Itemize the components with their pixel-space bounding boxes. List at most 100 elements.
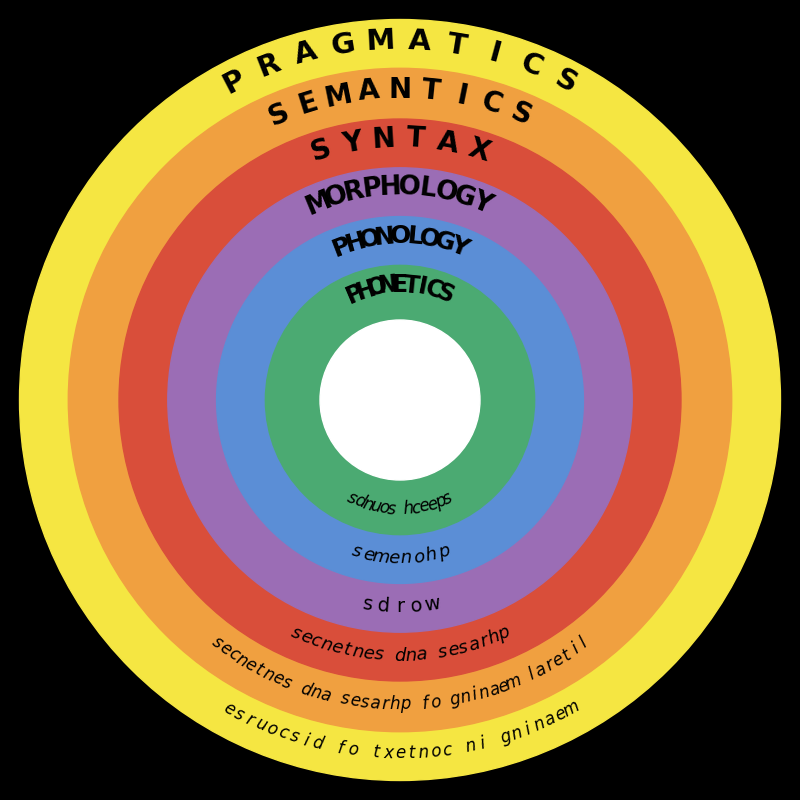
Text: G: G: [431, 228, 458, 257]
Text: n: n: [308, 682, 323, 702]
Text: e: e: [425, 494, 440, 514]
Text: a: a: [486, 679, 502, 699]
Text: n: n: [318, 634, 334, 655]
Text: e: e: [242, 655, 259, 675]
Text: T: T: [420, 77, 442, 106]
Text: r: r: [478, 632, 490, 651]
Text: n: n: [260, 664, 277, 685]
Text: M: M: [366, 26, 396, 56]
Text: n: n: [509, 723, 525, 743]
Text: m: m: [371, 547, 391, 567]
Circle shape: [217, 217, 583, 583]
Text: s: s: [344, 488, 360, 508]
Text: p: p: [436, 542, 451, 562]
Text: O: O: [358, 225, 382, 253]
Circle shape: [266, 266, 534, 534]
Text: e: e: [349, 691, 362, 710]
Text: E: E: [295, 87, 321, 120]
Text: P: P: [218, 64, 250, 99]
Text: r: r: [542, 656, 557, 674]
Circle shape: [119, 119, 681, 681]
Circle shape: [168, 168, 632, 632]
Text: m: m: [502, 671, 524, 694]
Text: s: s: [373, 646, 384, 664]
Text: a: a: [415, 646, 428, 664]
Text: t: t: [408, 744, 415, 762]
Text: C: C: [516, 49, 546, 82]
Text: O: O: [398, 174, 421, 201]
Text: c: c: [410, 498, 422, 518]
Text: f: f: [422, 694, 429, 713]
Text: d: d: [351, 491, 368, 512]
Text: h: h: [424, 545, 438, 565]
Text: A: A: [291, 37, 320, 70]
Text: h: h: [390, 695, 400, 714]
Text: s: s: [437, 642, 449, 662]
Text: e: e: [395, 744, 405, 762]
Text: S: S: [433, 280, 458, 309]
Text: m: m: [560, 697, 582, 721]
Text: o: o: [429, 693, 442, 712]
Text: t: t: [372, 743, 380, 762]
Text: O: O: [390, 224, 410, 248]
Text: O: O: [418, 225, 442, 253]
Text: d: d: [377, 596, 390, 616]
Text: n: n: [233, 650, 251, 670]
Text: o: o: [377, 498, 390, 518]
Text: e: e: [549, 650, 567, 670]
Circle shape: [320, 320, 480, 480]
Text: n: n: [530, 714, 547, 735]
Text: S: S: [264, 98, 294, 131]
Text: l: l: [526, 666, 538, 683]
Text: H: H: [379, 174, 402, 201]
Text: H: H: [353, 276, 379, 305]
Text: r: r: [243, 710, 257, 730]
Text: I: I: [416, 274, 430, 300]
Text: t: t: [252, 661, 266, 679]
Text: i: i: [470, 686, 479, 704]
Text: p: p: [432, 491, 449, 512]
Text: n: n: [350, 642, 365, 662]
Text: s: s: [457, 638, 470, 658]
Text: e: e: [446, 640, 461, 660]
Text: h: h: [402, 499, 414, 518]
Text: I: I: [486, 38, 503, 69]
Text: l: l: [576, 634, 590, 652]
Text: Y: Y: [446, 233, 471, 262]
Text: A: A: [357, 76, 381, 106]
Text: s: s: [440, 488, 456, 508]
Text: s: s: [361, 594, 374, 614]
Text: S: S: [550, 64, 582, 99]
Text: R: R: [254, 49, 285, 83]
Text: e: e: [552, 704, 570, 725]
Text: N: N: [374, 224, 397, 250]
Text: e: e: [298, 627, 314, 648]
Text: d: d: [298, 679, 314, 700]
Text: o: o: [430, 742, 442, 761]
Text: Y: Y: [467, 188, 495, 219]
Text: L: L: [406, 224, 424, 250]
Text: n: n: [405, 646, 417, 665]
Text: x: x: [383, 744, 394, 762]
Text: P: P: [361, 175, 383, 203]
Text: o: o: [346, 740, 358, 759]
Text: E: E: [392, 273, 408, 297]
Text: n: n: [477, 682, 492, 702]
Text: a: a: [466, 634, 482, 655]
Text: u: u: [368, 497, 382, 517]
Circle shape: [68, 68, 732, 732]
Text: e: e: [329, 638, 344, 658]
Text: e: e: [362, 545, 376, 565]
Text: A: A: [407, 27, 431, 56]
Text: a: a: [318, 685, 332, 705]
Text: O: O: [432, 178, 460, 207]
Text: n: n: [360, 494, 375, 514]
Text: C: C: [478, 87, 506, 120]
Text: I: I: [454, 82, 470, 110]
Text: c: c: [308, 631, 323, 651]
Text: M: M: [322, 79, 354, 113]
Text: O: O: [365, 274, 390, 301]
Text: s: s: [359, 693, 370, 712]
Text: p: p: [400, 695, 410, 714]
Text: u: u: [253, 714, 270, 735]
